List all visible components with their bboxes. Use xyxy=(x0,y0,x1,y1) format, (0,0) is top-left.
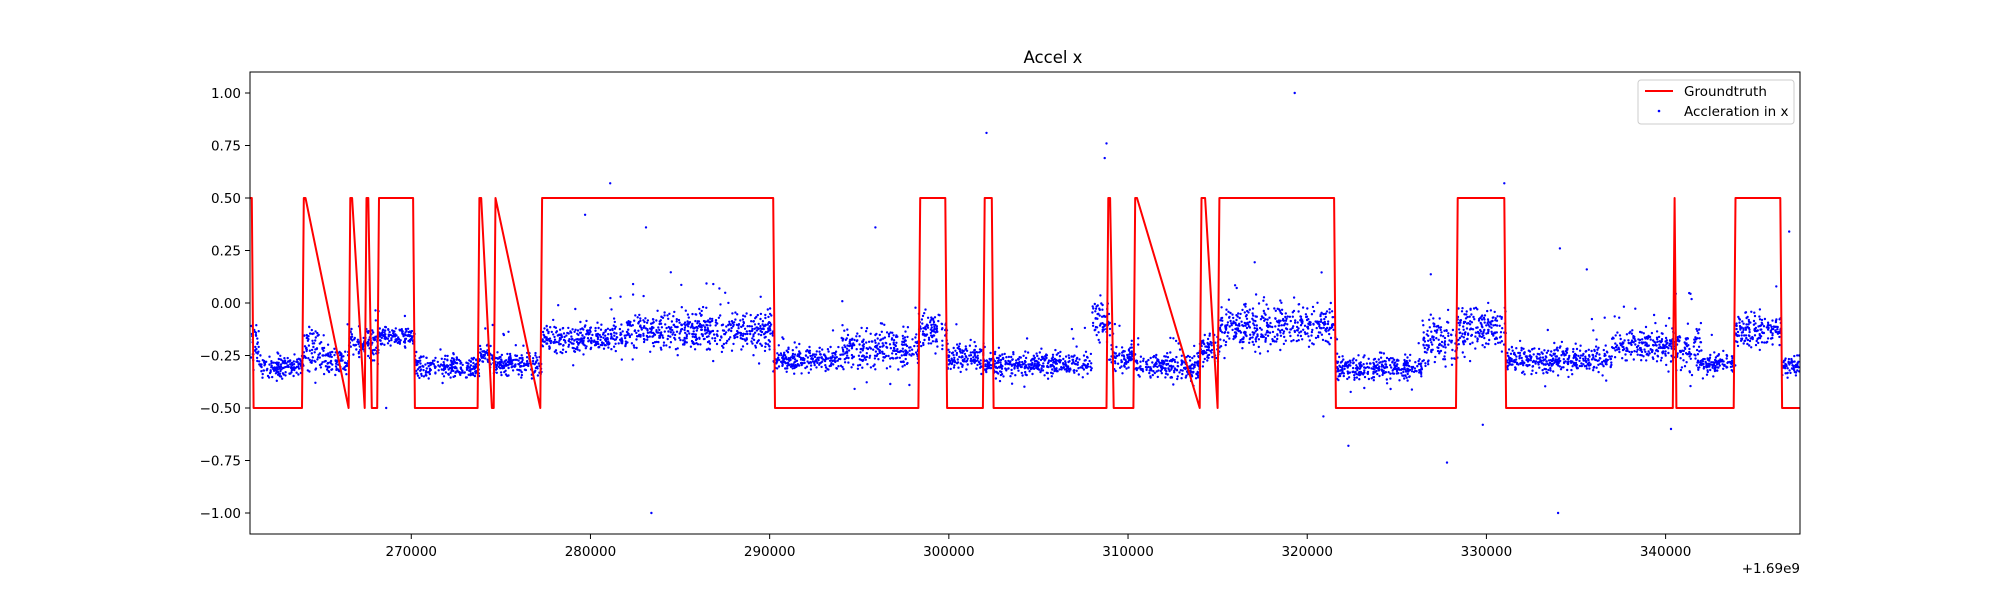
y-tick-label: 1.00 xyxy=(211,86,241,102)
x-tick-label: 330000 xyxy=(1461,544,1513,560)
x-tick-label: 300000 xyxy=(923,544,975,560)
x-axis-offset-text: +1.69e9 xyxy=(1742,561,1800,577)
y-tick-label: 0.25 xyxy=(211,244,241,260)
scatter-layer xyxy=(250,91,1800,515)
plot-frame xyxy=(249,71,1801,535)
legend-acceleration-swatch xyxy=(1657,109,1661,113)
y-tick-label: −0.50 xyxy=(200,401,241,417)
groundtruth-line xyxy=(250,197,1800,409)
groundtruth-layer xyxy=(250,197,1800,409)
legend-frame xyxy=(1637,79,1795,125)
legend: Groundtruth Accleration in x xyxy=(1637,79,1795,125)
chart-title: Accel x xyxy=(1024,48,1083,67)
acceleration-points xyxy=(250,91,1800,515)
y-tick-label: 0.50 xyxy=(211,191,241,207)
x-tick-label: 340000 xyxy=(1640,544,1692,560)
x-axis: 270000 280000 290000 300000 310000 320000 3300… xyxy=(385,534,1691,560)
x-tick-label: 290000 xyxy=(744,544,796,560)
x-tick-label: 320000 xyxy=(1281,544,1333,560)
y-tick-label: −0.75 xyxy=(200,454,241,470)
x-tick-label: 280000 xyxy=(565,544,617,560)
y-tick-label: −1.00 xyxy=(200,506,241,522)
y-tick-label: 0.75 xyxy=(211,139,241,155)
y-axis: −1.00 −0.75 −0.50 −0.25 0.00 0.25 0.50 0.75 1.00 xyxy=(200,86,250,522)
legend-acceleration-label: Accleration in x xyxy=(1684,104,1788,120)
y-tick-label: 0.00 xyxy=(211,296,241,312)
legend-groundtruth-label: Groundtruth xyxy=(1684,84,1767,100)
y-tick-label: −0.25 xyxy=(200,349,241,365)
x-tick-label: 310000 xyxy=(1102,544,1154,560)
x-tick-label: 270000 xyxy=(385,544,437,560)
